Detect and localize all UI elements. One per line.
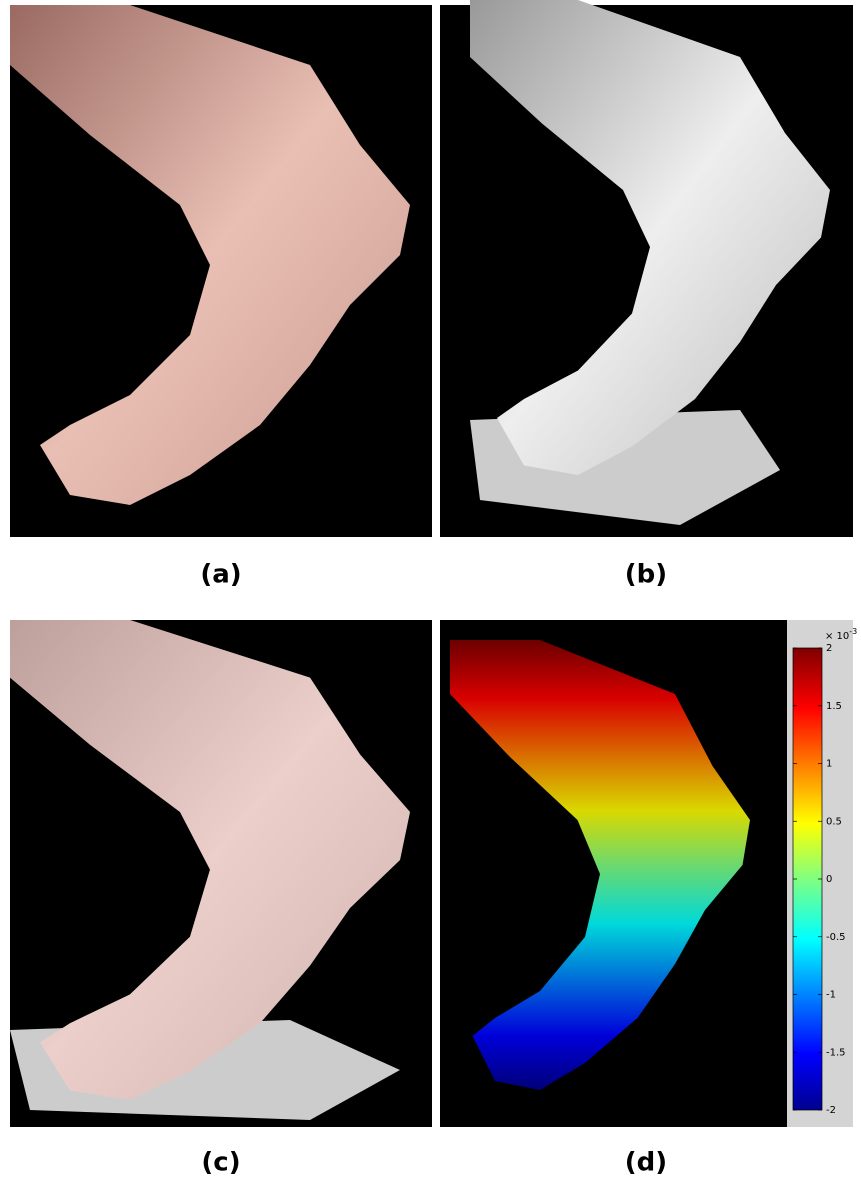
tick-label: -0.5: [826, 932, 846, 943]
caption: (d): [625, 1148, 667, 1178]
figure: × 10-3 2 1.5 1 0.5 0 -0.5 -1 -1.5 -2 (a) (b) (c)…: [0, 0, 861, 1180]
colorbar: [793, 648, 822, 1110]
tick-label: 0.5: [826, 816, 842, 827]
tick-label: 1.5: [826, 701, 842, 712]
tick-label: 1: [826, 759, 832, 770]
tick-label: -1.5: [826, 1047, 846, 1058]
caption: (b): [625, 560, 667, 590]
tick-label: -2: [826, 1105, 836, 1116]
caption: (a): [200, 560, 241, 590]
tick-label: 2: [826, 643, 832, 654]
tick-label: 0: [826, 874, 832, 885]
exponent: -3: [849, 627, 857, 636]
caption: (c): [201, 1148, 240, 1178]
tick-label: -1: [826, 990, 836, 1001]
multiplier: × 10: [825, 631, 849, 642]
